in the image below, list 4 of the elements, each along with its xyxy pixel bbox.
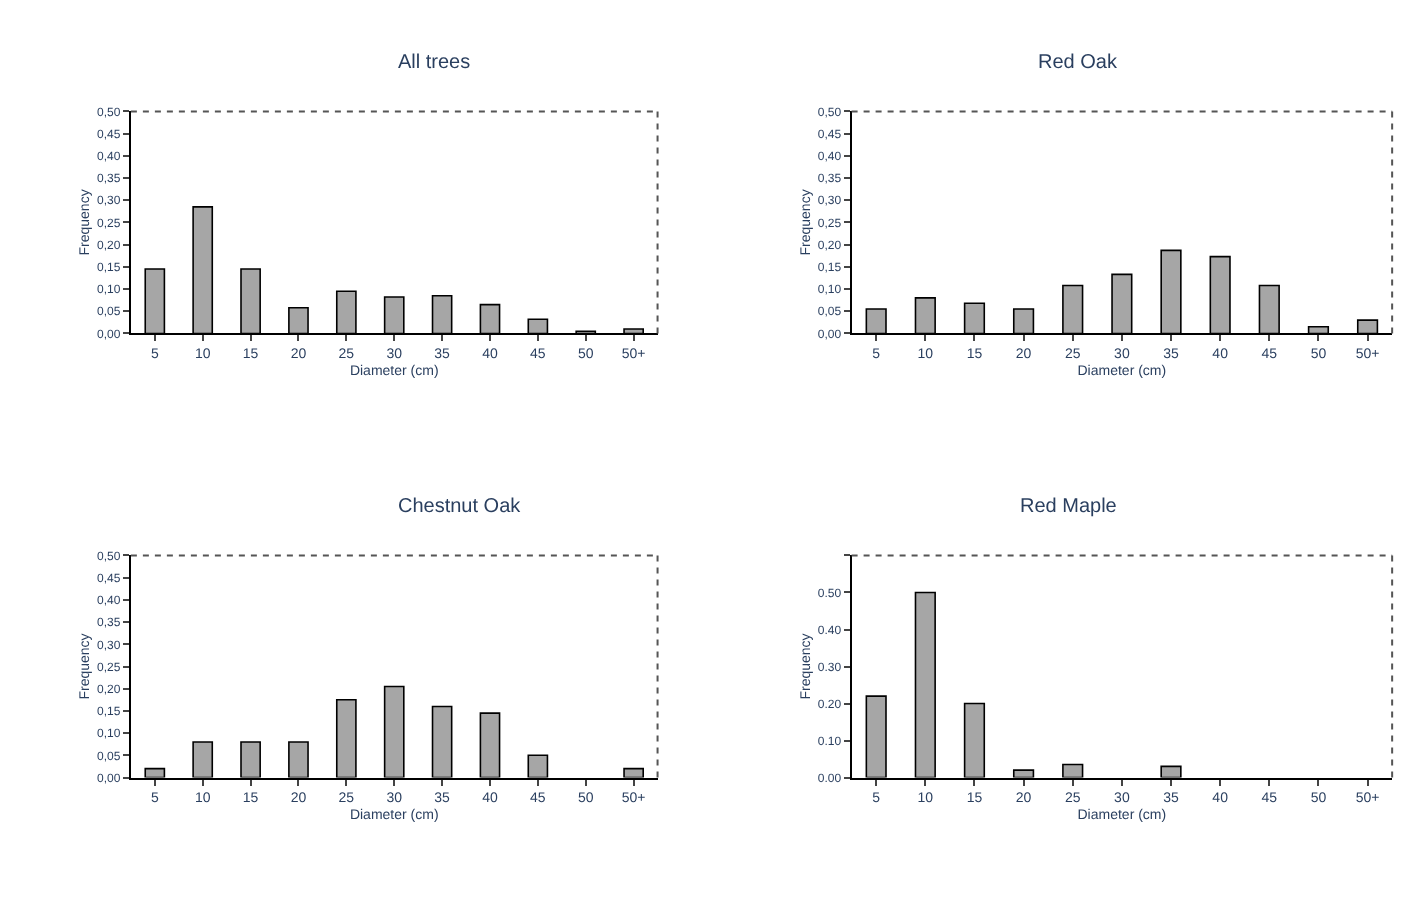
chart-title: Chestnut Oak (398, 496, 523, 518)
chart-title: All trees (398, 52, 471, 74)
chart-title: Red Oak (1038, 52, 1119, 74)
chart-title: Red Maple (1020, 496, 1118, 518)
